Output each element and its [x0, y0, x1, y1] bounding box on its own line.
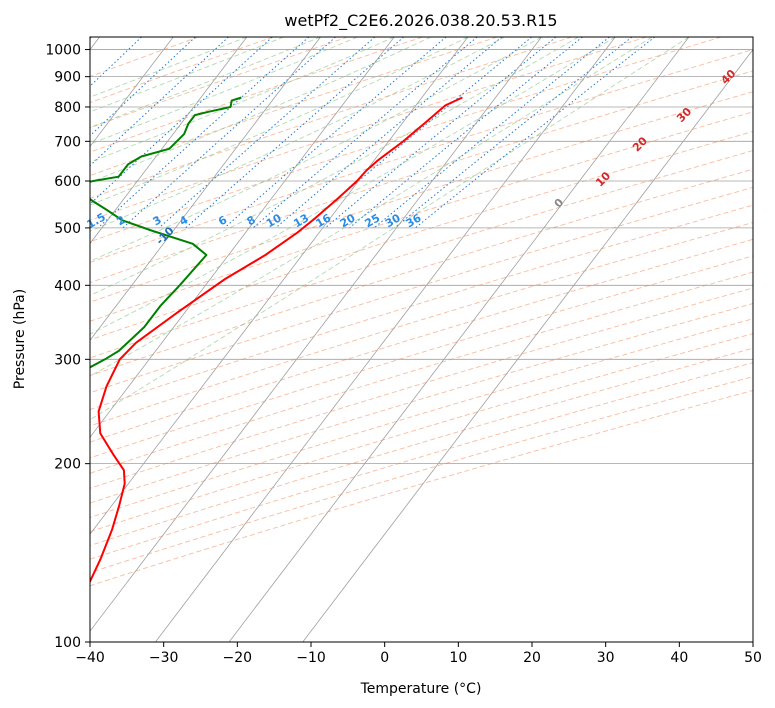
x-tick-label: 20: [523, 650, 541, 666]
mixing-ratio-line: [252, 37, 478, 229]
mixing-ratio-line: [349, 37, 583, 229]
x-tick-label: −30: [149, 650, 179, 666]
x-tick-label: −10: [296, 650, 326, 666]
moist-adiabat: [90, 37, 690, 421]
moist-adiabat: [90, 37, 432, 183]
isotherm: [228, 37, 690, 642]
moist-adiabat: [90, 37, 358, 145]
y-axis: 100 200 300 400 500 600 700 800 900 1000: [45, 43, 90, 651]
isotherm: [90, 37, 248, 245]
moist-adiabat: [90, 37, 469, 206]
dewpoint-line: [90, 96, 242, 369]
y-tick-label: 200: [54, 457, 81, 473]
x-tick-label: 40: [670, 650, 688, 666]
y-tick-label: 400: [54, 278, 81, 294]
y-tick-label: 700: [54, 134, 81, 150]
y-tick-label: 1000: [45, 43, 81, 59]
grid-lines: [90, 37, 753, 642]
chart-title: wetPf2_C2E6.2026.038.20.53.R15: [284, 11, 557, 31]
dry-adiabat: [90, 91, 753, 303]
x-tick-label: 30: [597, 650, 615, 666]
dry-adiabat: [90, 186, 753, 394]
mixing-ratio-line: [224, 37, 447, 229]
dry-adiabat: [90, 111, 753, 322]
moist-adiabat: [90, 37, 248, 98]
mixing-ratio-line: [122, 37, 336, 229]
x-tick-label: 10: [449, 650, 467, 666]
moist-adiabat: [90, 37, 653, 377]
dry-adiabat: [90, 37, 647, 221]
plot-frame: [89, 36, 754, 643]
dry-adiabat: [90, 49, 753, 263]
x-axis: −40 −30 −20 −10 0 10 20 30 40 50: [75, 642, 762, 666]
x-axis-label: Temperature (°C): [360, 681, 482, 697]
y-axis-label: Pressure (hPa): [12, 289, 28, 389]
isotherm: [90, 37, 395, 438]
y-tick-label: 900: [54, 70, 81, 86]
moist-adiabat: [90, 37, 616, 335]
temperature-line: [90, 96, 463, 584]
isotherm: [90, 37, 469, 535]
x-tick-label: 0: [380, 650, 389, 666]
x-tick-label: 50: [744, 650, 762, 666]
y-tick-label: 100: [54, 635, 81, 651]
mixing-ratio-line: [275, 37, 503, 229]
y-tick-label: 500: [54, 221, 81, 237]
mixing-ratio-line: [373, 37, 610, 229]
background-lines: [90, 37, 753, 587]
mixing-ratio-line: [302, 37, 533, 229]
y-tick-label: 300: [54, 352, 81, 368]
mixing-ratio-line: [97, 37, 310, 229]
x-tick-label: −40: [75, 650, 105, 666]
isotherm: [302, 48, 753, 642]
mixing-ratio-line: [415, 37, 656, 229]
mixing-ratio-line: [394, 37, 633, 229]
x-tick-label: −20: [223, 650, 253, 666]
dry-adiabat: [90, 37, 573, 199]
dry-adiabat: [90, 37, 348, 129]
isotherm: [90, 37, 321, 342]
moist-adiabat: [90, 37, 505, 232]
dry-adiabat: [90, 150, 753, 359]
mixing-ratio-line: [185, 37, 405, 229]
dry-adiabat: [90, 37, 722, 243]
moist-adiabat: [90, 37, 321, 128]
isotherm: [155, 37, 616, 642]
y-tick-label: 800: [54, 100, 81, 116]
isotherm: [90, 37, 174, 148]
series-layer: [90, 96, 463, 584]
y-tick-label: 600: [54, 174, 81, 190]
dry-adiabat: [90, 130, 753, 341]
mixing-ratio-line: [324, 37, 557, 229]
isotherm: [90, 37, 542, 632]
